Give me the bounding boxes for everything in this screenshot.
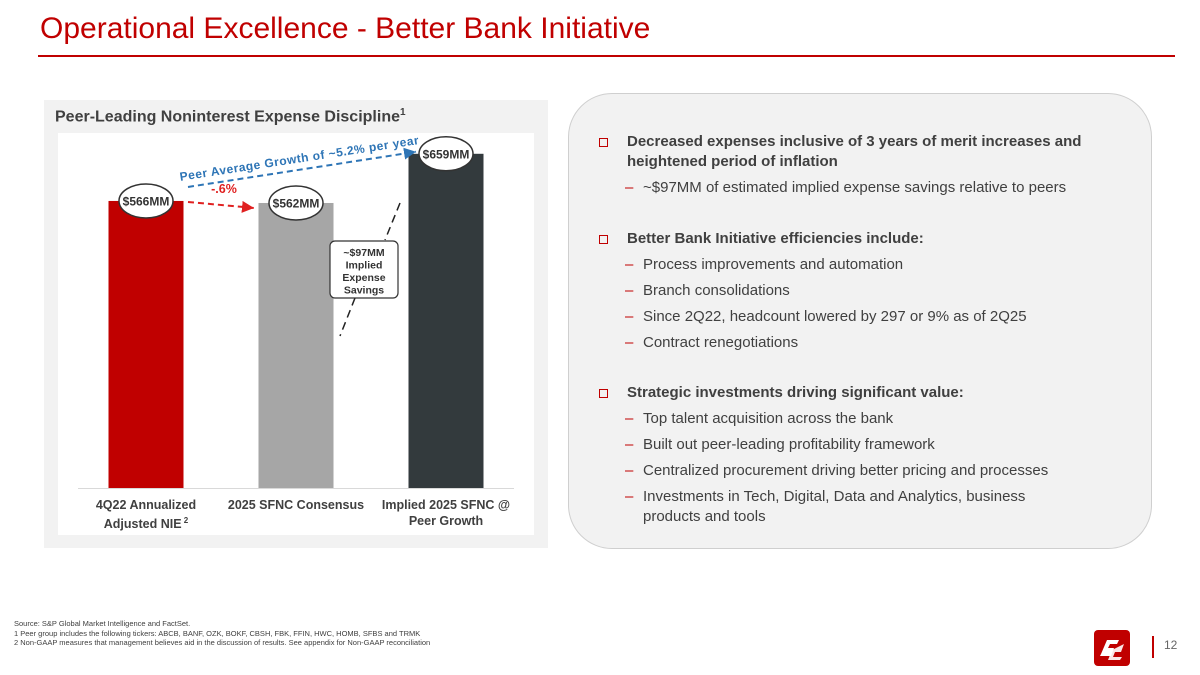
x-tick-label-text: Adjusted NIE	[103, 517, 182, 532]
x-tick-label-line: 2025 SFNC Consensus	[221, 497, 371, 513]
checkbox-bullet-icon	[599, 389, 608, 398]
x-tick-label-text: Implied 2025 SFNC @	[381, 498, 511, 512]
x-tick-label-line: Adjusted NIE 2	[71, 513, 221, 532]
sub-bullet: – Investments in Tech, Digital, Data and …	[625, 487, 1083, 527]
dash-bullet-icon: –	[625, 462, 634, 479]
bar-2	[258, 202, 334, 488]
x-tick-label-text: Peer Growth	[408, 514, 484, 528]
chart-title-text: Peer-Leading Noninterest Expense Discipl…	[55, 108, 400, 126]
sub-bullet-text: Built out peer-leading profitability fra…	[643, 436, 935, 453]
bullet-heading-2: Better Bank Initiative efficiencies incl…	[627, 230, 924, 247]
sub-bullet-text: Since 2Q22, headcount lowered by 297 or …	[643, 308, 1027, 325]
dash-bullet-icon: –	[625, 308, 634, 325]
dash-bullet-icon: –	[625, 256, 634, 273]
page-title: Operational Excellence - Better Bank Ini…	[40, 12, 651, 45]
sub-bullet-text: ~$97MM of estimated implied expense savi…	[643, 179, 1067, 196]
x-tick-label-line: Implied 2025 SFNC @	[371, 497, 521, 513]
sub-bullet-text: Centralized procurement driving better p…	[643, 462, 1049, 479]
data-label-3: $659MM	[423, 147, 470, 161]
savings-box	[329, 240, 399, 299]
savings-box-line: Implied	[346, 260, 383, 272]
dash-bullet-icon: –	[625, 488, 634, 505]
x-tick-label-text: 2025 SFNC Consensus	[227, 498, 365, 512]
sub-bullet: – Since 2Q22, headcount lowered by 297 or…	[625, 307, 1083, 327]
x-tick-label-3: Implied 2025 SFNC @ Peer Growth	[371, 497, 521, 529]
x-tick-label-1: 4Q22 Annualized Adjusted NIE 2	[71, 497, 221, 532]
sub-bullet-text: Contract renegotiations	[643, 334, 799, 351]
bullet-heading-3: Strategic investments driving significan…	[627, 384, 964, 401]
key-points-panel: Decreased expenses inclusive of 3 years …	[568, 93, 1152, 549]
x-tick-label-line: 4Q22 Annualized	[71, 497, 221, 513]
sub-bullet-text: Branch consolidations	[643, 282, 790, 299]
bar-chart: $566MM $562MM $659MM -.6%Peer Average Growt…	[78, 133, 514, 489]
chart-title: Peer-Leading Noninterest Expense Discipl…	[55, 107, 406, 126]
data-label-bubble-2	[268, 185, 324, 221]
sub-bullet-text: Top talent acquisition across the bank	[643, 410, 894, 427]
dash-bullet-icon: –	[625, 410, 634, 427]
peer-growth-label: Peer Average Growth of ~5.2% per year	[179, 133, 420, 184]
chart-panel: Peer-Leading Noninterest Expense Discipl…	[44, 100, 548, 548]
savings-box-line: ~$97MM	[343, 247, 384, 259]
decline-arrow	[187, 200, 255, 213]
sub-bullet: – Contract renegotiations	[625, 333, 1083, 353]
sub-bullet: – Built out peer-leading profitability fr…	[625, 435, 1083, 455]
footnotes: Source: S&P Global Market Intelligence a…	[14, 619, 430, 648]
sub-bullet-text: Investments in Tech, Digital, Data and A…	[643, 488, 1026, 525]
data-label-1: $566MM	[123, 194, 170, 208]
dash-bullet-icon: –	[625, 282, 634, 299]
checkbox-bullet-icon	[599, 235, 608, 244]
savings-bracket-bottom	[339, 297, 356, 337]
chart-plot-area: $566MM $562MM $659MM -.6% Peer Average Growt…	[58, 133, 534, 535]
bar-1	[108, 200, 184, 488]
change-label: -.6%	[211, 182, 237, 196]
x-tick-label-2: 2025 SFNC Consensus	[221, 497, 371, 513]
dash-bullet-icon: –	[625, 179, 634, 196]
title-divider	[38, 55, 1175, 57]
x-tick-label-footnote-marker: 2	[181, 516, 189, 525]
chart-title-footnote-marker: 1	[399, 107, 406, 118]
checkbox-bullet-icon	[599, 138, 608, 147]
data-label-2: $562MM	[273, 196, 320, 210]
sub-bullet: – Top talent acquisition across the bank	[625, 409, 1083, 429]
sub-bullet: – ~$97MM of estimated implied expense sav…	[625, 178, 1083, 198]
bar-3	[408, 153, 484, 489]
x-tick-label-text: 4Q22 Annualized	[95, 498, 197, 512]
savings-box-line: Savings	[344, 285, 384, 297]
footnote-line: 1 Peer group includes the following tick…	[14, 628, 421, 638]
sub-bullet: – Branch consolidations	[625, 281, 1083, 301]
savings-box-line: Expense	[342, 272, 385, 284]
sub-bullet-text: Process improvements and automation	[643, 256, 904, 273]
dash-bullet-icon: –	[625, 334, 634, 351]
footnote-line: 2 Non-GAAP measures that management beli…	[14, 638, 431, 647]
dash-bullet-icon: –	[625, 436, 634, 453]
bullet-heading-1: Decreased expenses inclusive of 3 years …	[627, 133, 1082, 170]
data-label-bubble-1	[118, 183, 174, 219]
page-number: 12	[1164, 638, 1178, 652]
sfnc-logo-icon	[1094, 630, 1130, 666]
footnote-line: Source: S&P Global Market Intelligence a…	[14, 619, 191, 628]
x-tick-label-line: Peer Growth	[371, 513, 521, 529]
data-label-bubble-3	[418, 136, 474, 172]
page-number-divider	[1152, 636, 1154, 658]
peer-growth-arrow	[187, 147, 417, 188]
sub-bullet: – Process improvements and automation	[625, 255, 1083, 275]
sub-bullet: – Centralized procurement driving better …	[625, 461, 1083, 481]
savings-bracket-top	[384, 202, 401, 241]
